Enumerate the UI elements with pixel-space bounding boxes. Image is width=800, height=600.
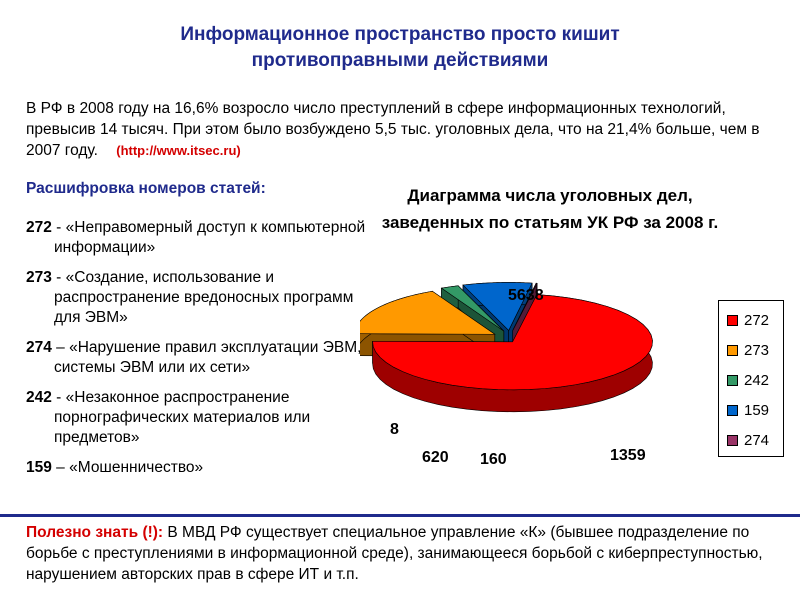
articles-list: 272 - «Неправомерный доступ к компьютерн…	[26, 218, 366, 488]
article-text: «Незаконное распространение порнографиче…	[54, 389, 311, 446]
legend-swatch	[727, 344, 738, 356]
article-text: «Нарушение правил эксплуатации ЭВМ, сист…	[54, 339, 362, 376]
legend-item-274: 274	[727, 431, 769, 449]
legend-item-273: 273	[727, 341, 769, 359]
source-link[interactable]: (http://www.itsec.ru)	[116, 143, 241, 158]
article-number: 159	[26, 459, 52, 476]
intro-paragraph: В РФ в 2008 году на 16,6% возросло число…	[26, 98, 776, 161]
pie-chart: 5638 1359 160 620 8	[360, 282, 653, 468]
article-number: 242	[26, 389, 52, 406]
data-label-274: 8	[390, 421, 399, 438]
pie-slice-272	[372, 294, 653, 413]
article-sep: -	[51, 269, 66, 286]
legend-label: 273	[744, 341, 770, 359]
article-sep: –	[51, 459, 70, 476]
title-line-1: Информационное пространство просто кишит	[180, 24, 620, 45]
article-item: 242 - «Незаконное распространение порног…	[26, 388, 366, 448]
legend-swatch	[727, 314, 738, 326]
article-number: 274	[26, 339, 52, 356]
legend-item-159: 159	[727, 401, 769, 419]
article-sep: -	[51, 389, 66, 406]
article-number: 272	[26, 219, 52, 236]
data-label-272: 5638	[508, 287, 544, 304]
legend-item-242: 242	[727, 371, 769, 389]
legend-swatch	[727, 434, 738, 446]
article-item: 273 - «Создание, использование и распрос…	[26, 268, 366, 328]
article-text: «Неправомерный доступ к компьютерной инф…	[54, 219, 366, 256]
article-text: «Создание, использование и распространен…	[54, 269, 354, 326]
footer-text: В МВД РФ существует специальное управлен…	[26, 524, 763, 583]
title-line-2: противоправными действиями	[251, 50, 549, 71]
chart-title: Диаграмма числа уголовных дел, заведенны…	[381, 186, 719, 232]
legend-swatch	[727, 374, 738, 386]
article-number: 273	[26, 269, 52, 286]
data-label-242: 160	[480, 451, 507, 468]
chart-legend: 272 273 242 159 274	[718, 300, 784, 457]
divider	[0, 514, 800, 517]
footer-label: Полезно знать (!):	[26, 524, 164, 541]
legend-label: 272	[744, 311, 770, 329]
legend-label: 242	[744, 371, 770, 389]
article-sep: –	[51, 339, 70, 356]
legend-label: 274	[744, 431, 770, 449]
article-text: «Мошенничество»	[69, 459, 204, 476]
data-label-273: 1359	[610, 447, 646, 464]
legend-swatch	[727, 404, 738, 416]
page-title: Информационное пространство просто кишит…	[0, 22, 800, 74]
articles-heading: Расшифровка номеров статей:	[26, 180, 266, 197]
intro-text: В РФ в 2008 году на 16,6% возросло число…	[26, 100, 760, 159]
legend-label: 159	[744, 401, 770, 419]
legend-item-272: 272	[727, 311, 769, 329]
article-item: 159 – «Мошенничество»	[26, 458, 366, 478]
article-sep: -	[51, 219, 66, 236]
article-item: 274 – «Нарушение правил эксплуатации ЭВМ…	[26, 338, 366, 378]
article-item: 272 - «Неправомерный доступ к компьютерн…	[26, 218, 366, 258]
data-label-159: 620	[422, 449, 449, 466]
footer-note: Полезно знать (!): В МВД РФ существует с…	[26, 522, 776, 585]
